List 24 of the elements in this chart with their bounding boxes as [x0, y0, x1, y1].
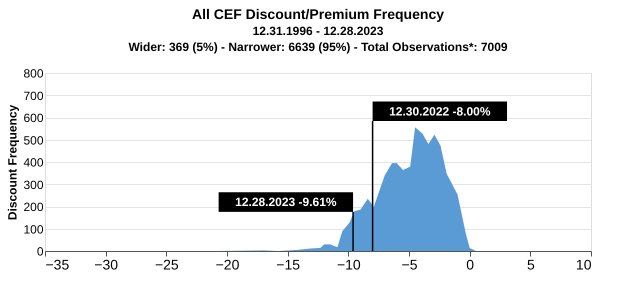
y-tick-label: 200 [23, 200, 44, 214]
y-tick-label: 400 [23, 156, 44, 170]
x-tick-label: −30 [94, 256, 118, 272]
x-tick-label: 10 [576, 256, 592, 272]
chart-subtitle: 12.31.1996 - 12.28.2023 Wider: 369 (5%) - Narrower: 6639 (95%) - Total Observations*: 7009 [128, 24, 508, 54]
x-tick-label: −10 [336, 256, 361, 272]
ref-line-label: 12.28.2023 -9.61% [235, 195, 337, 210]
y-axis-title: Discount Frequency [5, 104, 20, 220]
y-tick-label: 700 [23, 88, 44, 103]
y-tick-label: 300 [23, 178, 44, 192]
x-tick-label: 0 [466, 256, 474, 272]
x-tick-label: −20 [216, 256, 240, 272]
x-tick-label: −15 [276, 256, 300, 272]
y-tick-label: 600 [23, 111, 44, 125]
chart-title: All CEF Discount/Premium Frequency [192, 6, 444, 22]
y-tick-label: 100 [23, 222, 44, 236]
x-tick-label: −5 [402, 256, 418, 272]
y-tick-label: 0 [36, 244, 44, 258]
y-tick-label: 500 [23, 133, 44, 148]
y-tick-label: 800 [23, 66, 44, 80]
ref-line-label: 12.30.2022 -8.00% [389, 104, 491, 118]
x-tick-label: −25 [154, 256, 179, 272]
x-tick-label: −35 [46, 256, 70, 272]
x-tick-label: 5 [526, 256, 535, 272]
